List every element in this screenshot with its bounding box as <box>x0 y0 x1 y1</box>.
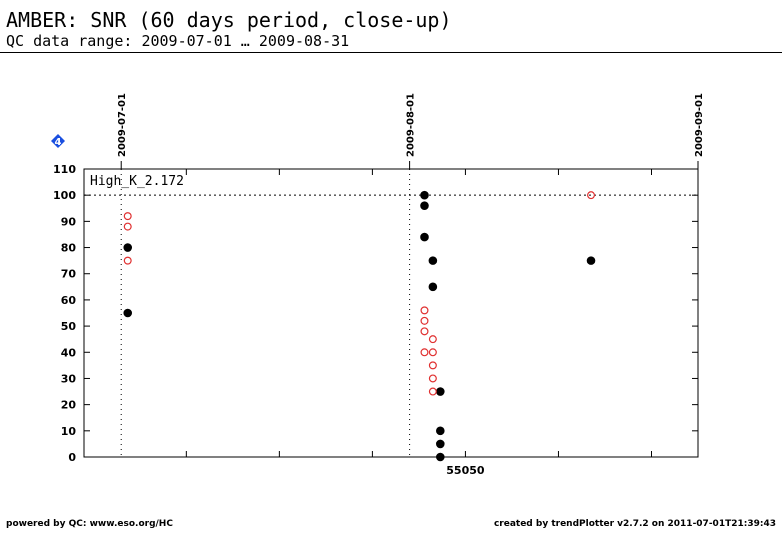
data-point-filled <box>420 201 429 210</box>
data-point-open <box>428 335 437 344</box>
data-point-open <box>123 212 132 221</box>
y-tick-label: 60 <box>61 294 77 307</box>
data-point-filled <box>586 256 596 265</box>
data-point-filled <box>436 426 445 436</box>
y-tick-label: 80 <box>61 242 77 255</box>
data-point-filled <box>436 387 445 396</box>
data-point-open <box>123 222 132 231</box>
data-point-filled <box>123 243 133 252</box>
data-point-open <box>420 327 429 336</box>
data-point-filled <box>436 452 445 462</box>
data-point-open <box>587 191 596 200</box>
plot-frame <box>83 168 699 458</box>
y-tick-label: 90 <box>61 215 77 228</box>
data-point-open <box>428 348 437 357</box>
data-point-open <box>420 316 429 325</box>
data-point-open <box>420 348 429 357</box>
panel-label: High_K_2.172 <box>90 174 184 189</box>
data-point-filled <box>428 256 438 265</box>
data-point-filled <box>420 232 429 242</box>
y-tick-label: 50 <box>61 320 77 333</box>
data-point-open <box>123 256 132 265</box>
data-point-filled <box>428 282 438 292</box>
data-point-open <box>420 306 429 315</box>
footer-credit: powered by QC: www.eso.org/HC <box>6 519 173 529</box>
date-marker-label: 2009-08-01 <box>406 93 417 157</box>
date-marker-label: 2009-07-01 <box>117 93 128 157</box>
page-title: AMBER: SNR (60 days period, close-up) <box>6 8 452 32</box>
y-tick-label: 0 <box>68 451 76 464</box>
y-tick-label: 20 <box>61 399 77 412</box>
y-tick-label: 40 <box>61 346 77 359</box>
data-point-filled <box>420 190 429 200</box>
footer-generator: created by trendPlotter v2.7.2 on 2011-0… <box>493 519 776 529</box>
diamond-badge-icon: 4 <box>51 134 65 148</box>
y-tick-label: 110 <box>53 163 76 176</box>
data-point-filled <box>123 308 133 318</box>
data-point-open <box>428 374 437 383</box>
y-tick-label: 30 <box>61 372 77 385</box>
date-marker-label: 2009-09-01 <box>694 93 705 157</box>
data-point-filled <box>436 439 445 449</box>
data-point-open <box>428 387 437 396</box>
header-divider <box>0 52 782 53</box>
page-subtitle: QC data range: 2009-07-01 … 2009-08-31 <box>6 32 350 50</box>
y-tick-label: 70 <box>61 268 77 281</box>
y-tick-label: 100 <box>53 189 76 202</box>
diamond-icon-shape <box>51 134 65 148</box>
data-point-open <box>428 361 437 370</box>
y-tick-label: 10 <box>61 425 77 438</box>
badge-label: 4 <box>55 137 62 148</box>
x-tick-label: 55050 <box>446 464 485 477</box>
